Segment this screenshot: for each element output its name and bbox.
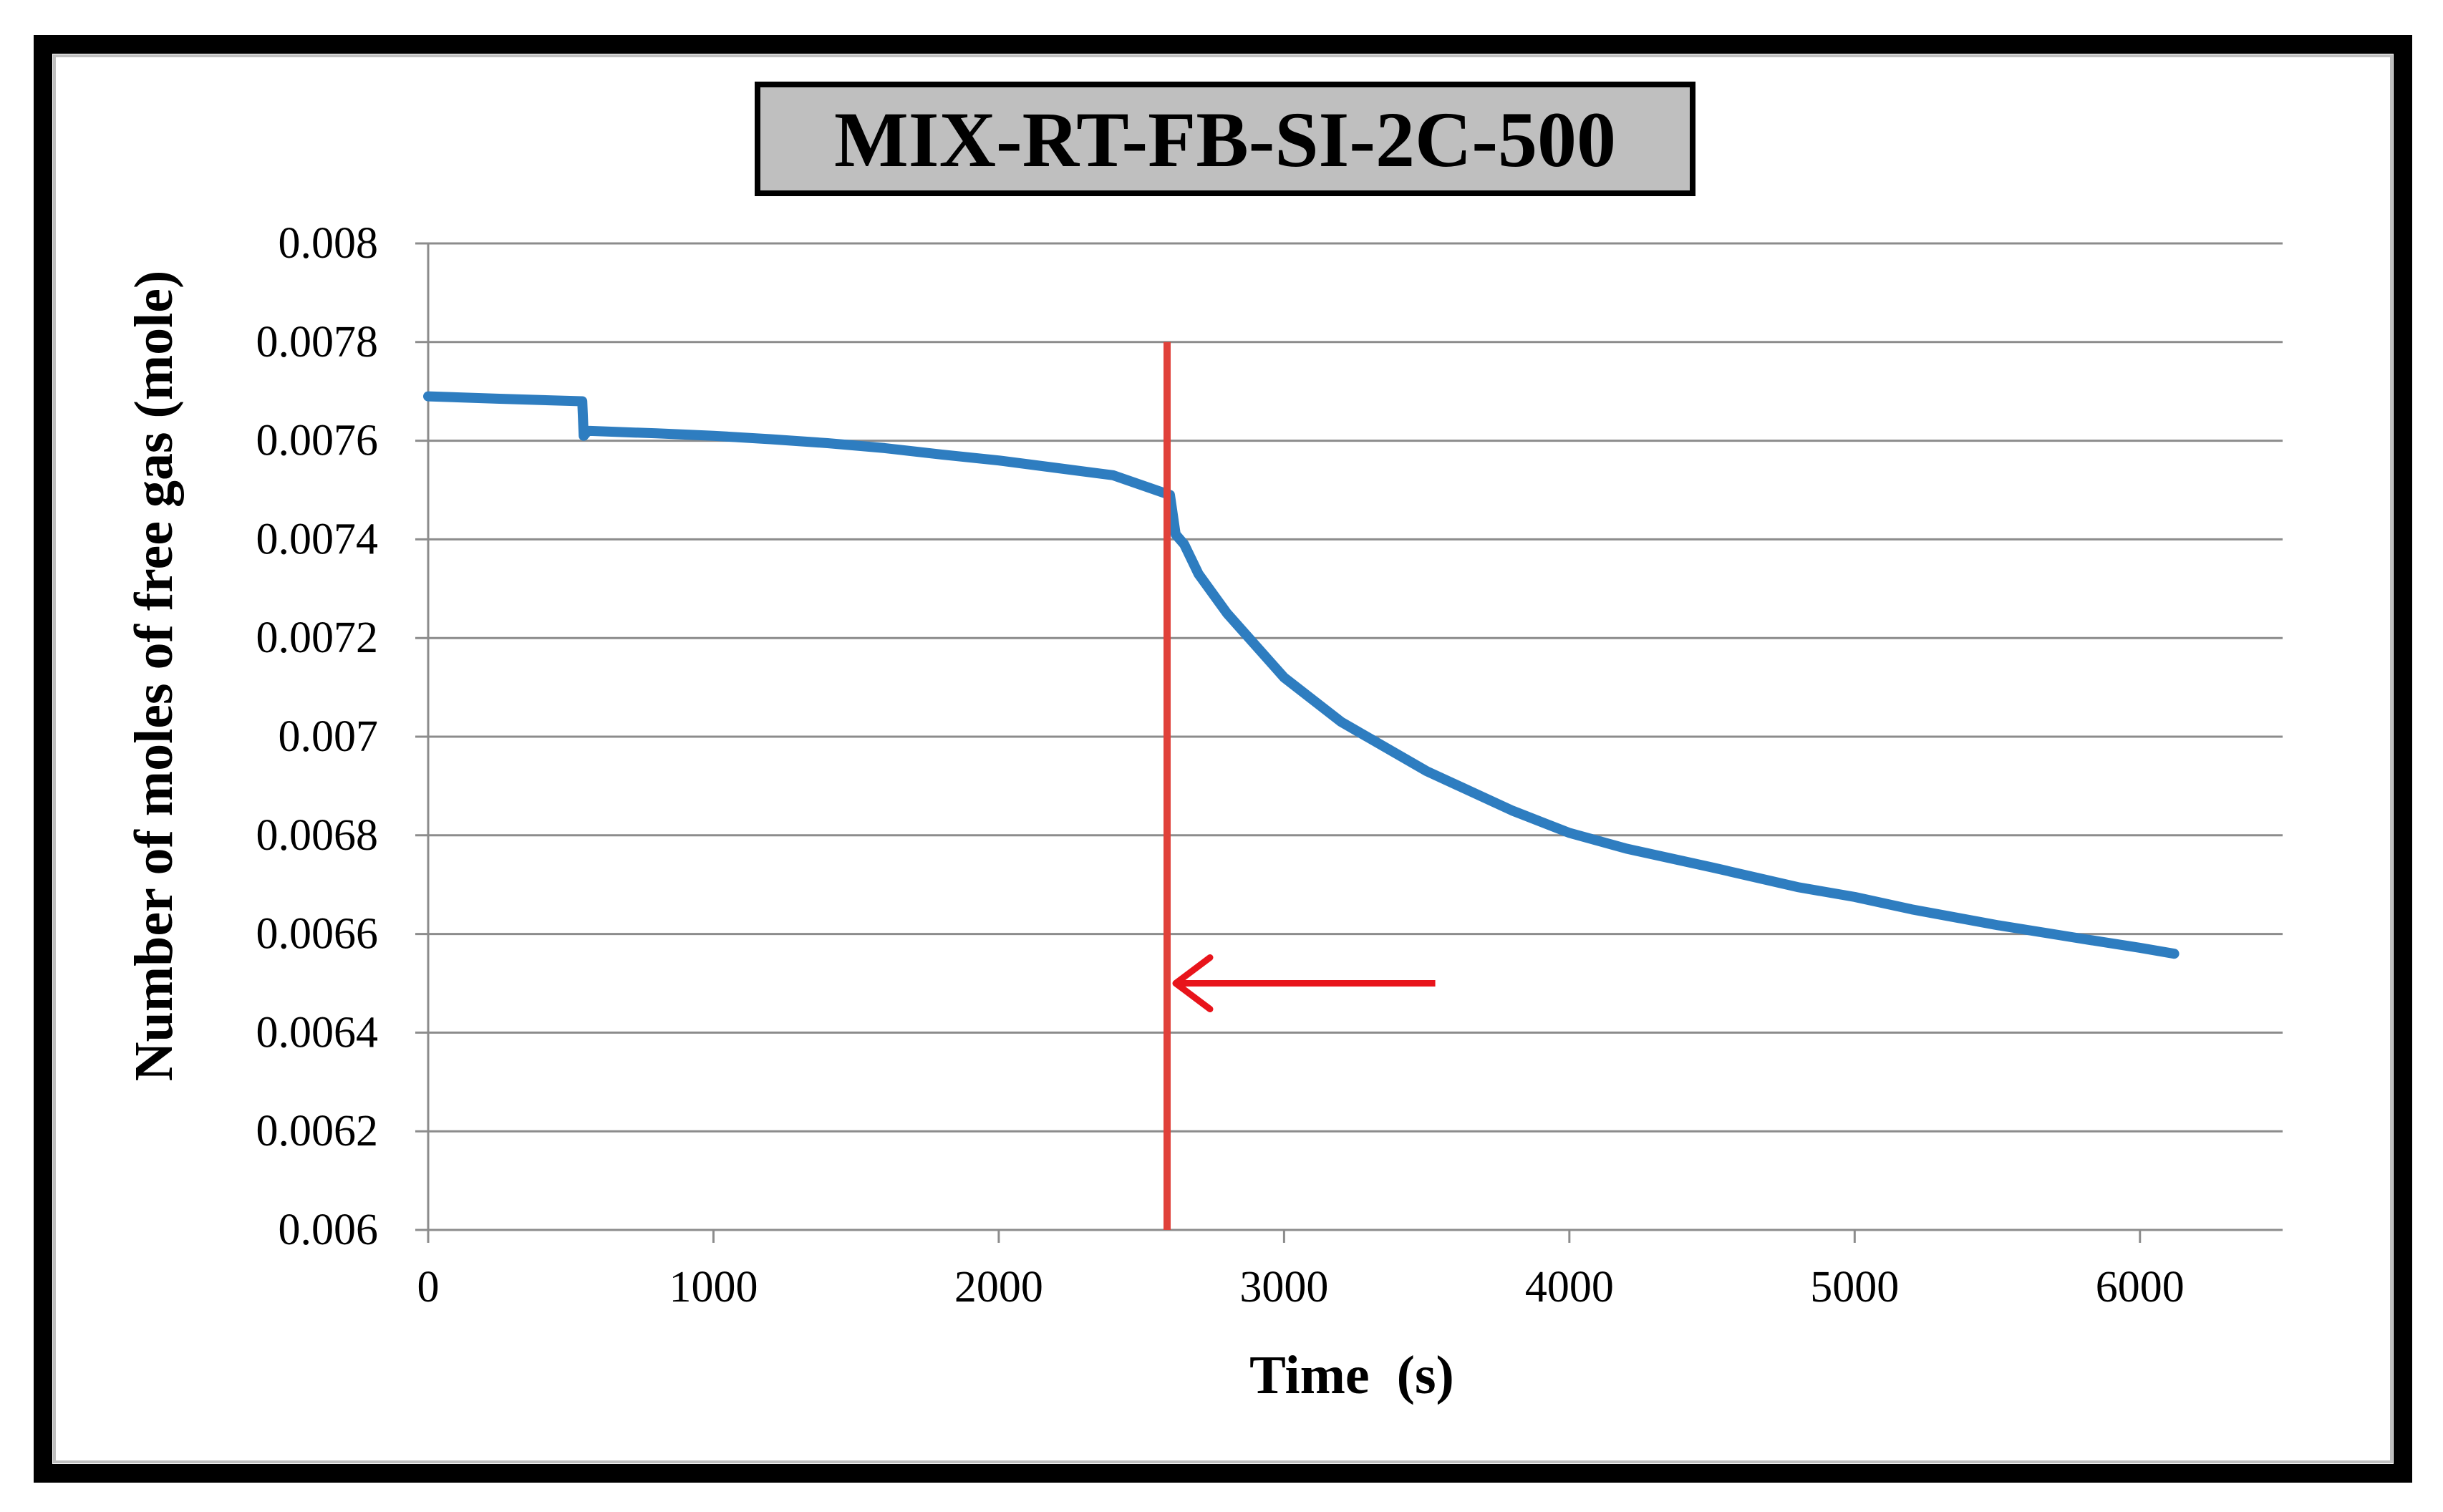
x-tick-label: 5000 [1810, 1263, 1899, 1312]
y-tick-label: 0.0072 [256, 614, 379, 662]
x-axis-title: Time (s) [1249, 1345, 1454, 1405]
x-tick-label: 3000 [1239, 1263, 1328, 1312]
annotation-layer [1164, 341, 1436, 1230]
arrow-head [1172, 954, 1214, 1012]
x-tick-label: 2000 [954, 1263, 1043, 1312]
title-box [755, 82, 1695, 196]
series-layer [423, 391, 2180, 959]
y-tick-label: 0.006 [279, 1206, 379, 1254]
y-tick-label: 0.0068 [256, 811, 379, 860]
x-tick-label: 0 [417, 1263, 440, 1312]
y-tick-label: 0.0076 [256, 417, 379, 465]
y-axis-title: Number of moles of free gas (mole) [124, 271, 184, 1082]
outer-frame [34, 35, 2412, 1483]
y-tick-label: 0.007 [279, 712, 379, 761]
inner-frame [53, 54, 2393, 1463]
y-tick-label: 0.0066 [256, 910, 379, 959]
y-tick-label: 0.0062 [256, 1107, 379, 1155]
x-tick-label: 4000 [1525, 1263, 1614, 1312]
series-line-0 [423, 391, 2180, 959]
x-tick-label: 6000 [2096, 1263, 2185, 1312]
y-tick-label: 0.008 [279, 219, 379, 268]
x-tick-label: 1000 [669, 1263, 758, 1312]
chart-title: MIX-RT-FB-SI-2C-500 [834, 96, 1616, 183]
y-tick-label: 0.0074 [256, 515, 379, 563]
y-tick-label: 0.0078 [256, 318, 379, 367]
y-tick-label: 0.0064 [256, 1008, 379, 1057]
axis-layer: 0.006 0.0062 0.0064 0.0066 0.0068 0.007 0.0072… [256, 219, 2283, 1312]
